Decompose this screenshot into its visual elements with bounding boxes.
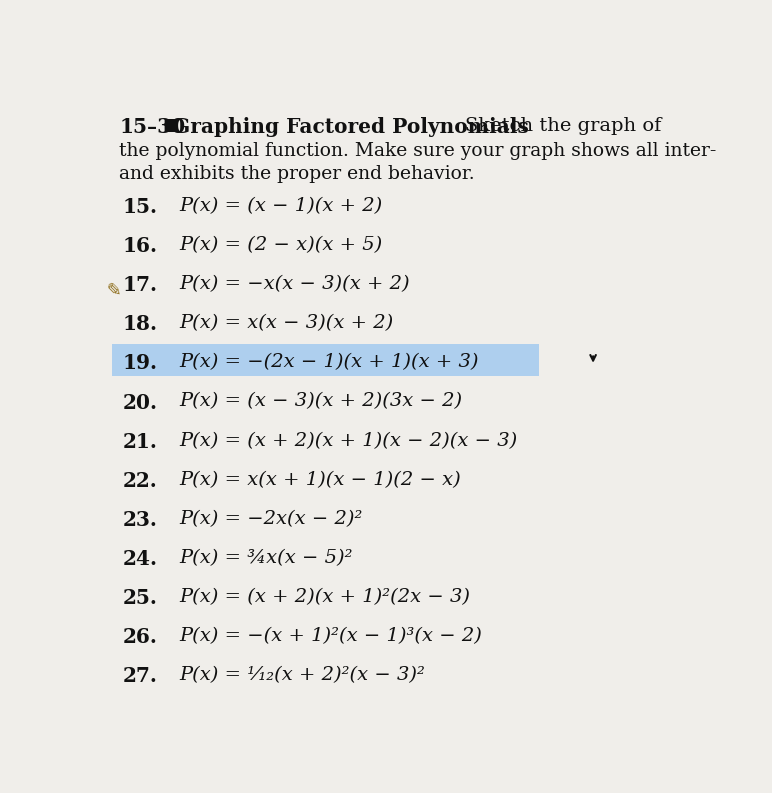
Text: P(x) = x(x − 3)(x + 2): P(x) = x(x − 3)(x + 2) — [179, 314, 393, 332]
Text: P(x) = (2 − x)(x + 5): P(x) = (2 − x)(x + 5) — [179, 236, 382, 255]
Text: P(x) = (x − 3)(x + 2)(3x − 2): P(x) = (x − 3)(x + 2)(3x − 2) — [179, 393, 462, 411]
Text: ■: ■ — [162, 117, 178, 133]
Text: 25.: 25. — [122, 588, 157, 608]
Text: P(x) = x(x + 1)(x − 1)(2 − x): P(x) = x(x + 1)(x − 1)(2 − x) — [179, 471, 461, 488]
Text: P(x) = −2x(x − 2)²: P(x) = −2x(x − 2)² — [179, 510, 362, 528]
Text: and exhibits the proper end behavior.: and exhibits the proper end behavior. — [119, 166, 475, 183]
Text: 19.: 19. — [122, 354, 157, 374]
Text: P(x) = (x − 1)(x + 2): P(x) = (x − 1)(x + 2) — [179, 197, 382, 215]
Text: P(x) = −x(x − 3)(x + 2): P(x) = −x(x − 3)(x + 2) — [179, 275, 410, 293]
Text: Graphing Factored Polynomials: Graphing Factored Polynomials — [173, 117, 529, 136]
Text: 27.: 27. — [122, 666, 157, 686]
Text: 15.: 15. — [122, 197, 157, 217]
Text: P(x) = ¹⁄₁₂(x + 2)²(x − 3)²: P(x) = ¹⁄₁₂(x + 2)²(x − 3)² — [179, 666, 425, 684]
Text: 16.: 16. — [122, 236, 157, 256]
Text: 22.: 22. — [122, 471, 157, 491]
Text: 24.: 24. — [122, 549, 157, 569]
Text: P(x) = (x + 2)(x + 1)²(2x − 3): P(x) = (x + 2)(x + 1)²(2x − 3) — [179, 588, 470, 606]
Text: 15–30: 15–30 — [119, 117, 185, 136]
Text: 18.: 18. — [122, 314, 157, 335]
FancyBboxPatch shape — [112, 344, 539, 376]
Text: 17.: 17. — [122, 275, 157, 295]
Text: P(x) = −(2x − 1)(x + 1)(x + 3): P(x) = −(2x − 1)(x + 1)(x + 3) — [179, 354, 479, 371]
Text: 26.: 26. — [122, 627, 157, 647]
Text: ✏: ✏ — [100, 278, 124, 302]
Text: P(x) = ¾x(x − 5)²: P(x) = ¾x(x − 5)² — [179, 549, 353, 567]
Text: the polynomial function. Make sure your graph shows all inter-: the polynomial function. Make sure your … — [119, 142, 716, 160]
Text: Sketch the graph of: Sketch the graph of — [465, 117, 662, 135]
Text: 20.: 20. — [122, 393, 157, 412]
Text: 21.: 21. — [122, 431, 157, 451]
Text: P(x) = −(x + 1)²(x − 1)³(x − 2): P(x) = −(x + 1)²(x − 1)³(x − 2) — [179, 627, 482, 645]
Text: 23.: 23. — [122, 510, 157, 530]
Text: P(x) = (x + 2)(x + 1)(x − 2)(x − 3): P(x) = (x + 2)(x + 1)(x − 2)(x − 3) — [179, 431, 517, 450]
